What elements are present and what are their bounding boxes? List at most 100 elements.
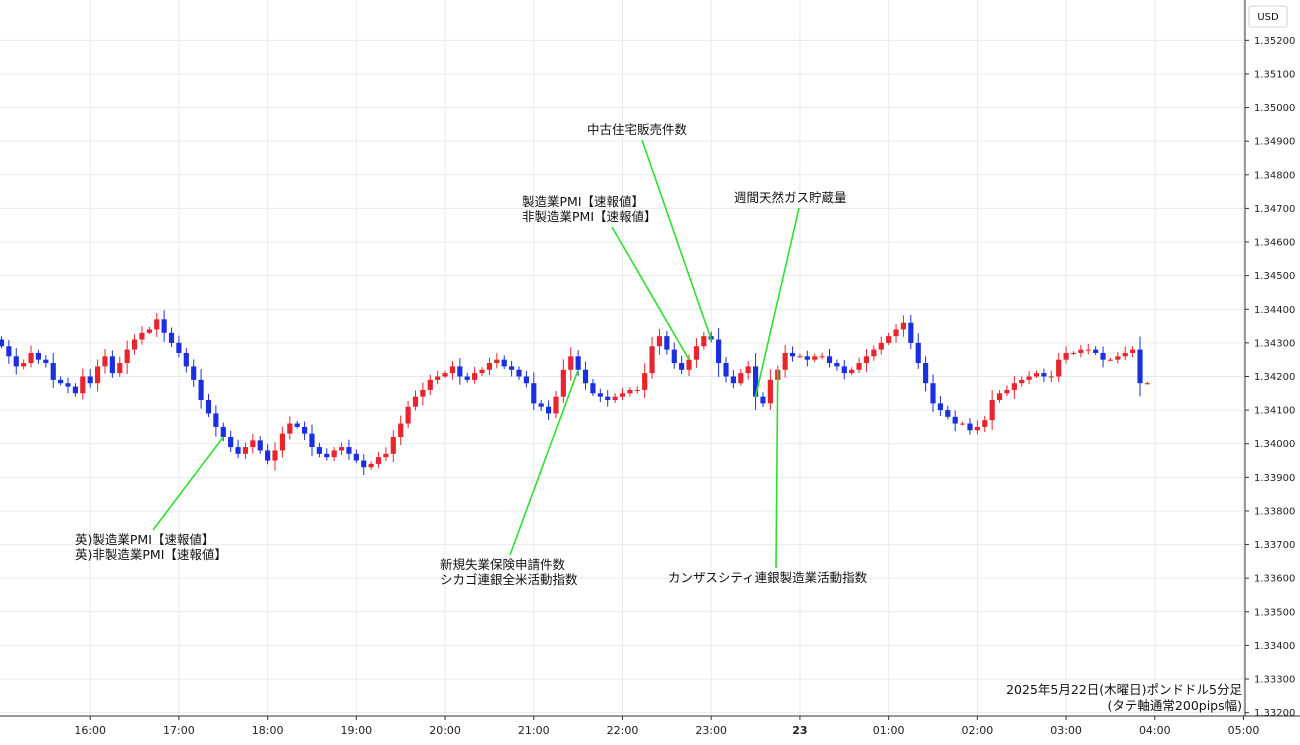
candle-body <box>767 379 773 404</box>
candle-body <box>272 450 278 461</box>
annotation-lines <box>152 139 800 569</box>
candle <box>1085 343 1091 355</box>
candle <box>302 421 308 441</box>
candle-body <box>930 383 936 404</box>
candle-body <box>952 416 958 424</box>
x-tick-label: 20:00 <box>429 724 461 737</box>
candle-body <box>1041 373 1047 377</box>
candle <box>886 332 892 345</box>
candle-body <box>679 363 685 370</box>
y-tick-label: 1.34800 <box>1254 170 1295 181</box>
candle-body <box>856 363 862 370</box>
candle <box>58 376 64 386</box>
y-tick-label: 1.34200 <box>1254 372 1295 383</box>
candle <box>309 424 315 457</box>
candle <box>738 368 744 386</box>
candle <box>627 387 633 397</box>
candle-body <box>124 349 130 364</box>
x-tick-label: 17:00 <box>163 724 195 737</box>
annotation-label: 非製造業PMI【速報値】 <box>522 209 657 224</box>
candle-body <box>834 363 840 367</box>
candle-body <box>886 336 892 343</box>
y-axis-ticks: 1.35200 1.35100 1.35000 1.34900 1.34800 1.347… <box>1245 36 1295 719</box>
x-tick-label: 21:00 <box>518 724 550 737</box>
candle <box>472 366 478 384</box>
x-tick-label: 23 <box>792 724 807 737</box>
candle <box>849 367 855 376</box>
candle-body <box>523 376 529 384</box>
candle <box>331 447 337 462</box>
candle-body <box>13 356 19 367</box>
candle <box>989 390 995 430</box>
candle <box>457 358 463 385</box>
candle-body <box>494 359 500 364</box>
candle <box>494 353 500 369</box>
candle-body <box>250 440 256 448</box>
candle <box>590 379 596 396</box>
candle-body <box>1011 383 1017 390</box>
x-tick-label: 18:00 <box>252 724 284 737</box>
candle <box>730 370 736 389</box>
candle <box>213 405 219 437</box>
candle <box>856 357 862 373</box>
candle-body <box>412 396 419 407</box>
candle-body <box>257 440 263 451</box>
candle-body <box>1144 383 1150 385</box>
candle <box>664 331 670 355</box>
candle-body <box>967 423 973 431</box>
candle <box>923 356 929 392</box>
y-tick-label: 1.33200 <box>1254 708 1295 719</box>
candle <box>346 439 352 460</box>
candle-body <box>353 453 359 461</box>
candle-body <box>368 463 374 468</box>
candle-body <box>575 356 581 370</box>
candle <box>1078 345 1084 358</box>
candle <box>501 355 507 370</box>
candle <box>1048 370 1054 383</box>
candle-body <box>361 460 367 468</box>
annotation-label: 週間天然ガス貯蔵量 <box>734 190 847 205</box>
candle-body <box>612 396 618 401</box>
y-tick-label: 1.33800 <box>1254 506 1295 517</box>
candle <box>582 361 589 390</box>
candle <box>198 369 204 409</box>
candle <box>6 340 12 364</box>
candle-body <box>117 363 123 374</box>
candle <box>701 331 707 350</box>
candle-body <box>738 373 744 384</box>
candle-body <box>398 423 404 437</box>
annotation-line <box>775 369 779 569</box>
candle <box>930 374 936 413</box>
candle <box>183 347 189 373</box>
candle <box>154 313 160 337</box>
x-tick-label: 23:00 <box>695 724 727 737</box>
candle <box>531 372 537 410</box>
candle-body <box>6 346 12 357</box>
candle <box>1070 351 1077 355</box>
candle <box>442 370 448 379</box>
x-tick-label: 03:00 <box>1050 724 1082 737</box>
annotation-line <box>611 226 690 361</box>
candle <box>797 353 803 358</box>
candle <box>545 400 552 420</box>
annotation-label: 製造業PMI【速報値】 <box>522 194 644 209</box>
candle-body <box>656 336 663 347</box>
candle <box>87 369 93 388</box>
x-tick-label: 02:00 <box>962 724 994 737</box>
candle-body <box>509 366 515 370</box>
candle-body <box>1033 373 1040 377</box>
candle-body <box>915 342 921 364</box>
candle-body <box>242 447 249 454</box>
candle <box>952 410 958 432</box>
candle <box>841 360 847 380</box>
candle <box>265 444 271 465</box>
candle-body <box>139 332 145 340</box>
caption-line-2: (タテ軸通常200pips幅) <box>1108 698 1242 713</box>
candle-body <box>841 366 847 374</box>
candle-body <box>442 373 448 377</box>
y-tick-label: 1.34300 <box>1254 338 1295 349</box>
candle-body <box>982 420 988 427</box>
candle <box>35 349 42 364</box>
candle-body <box>959 423 966 425</box>
candle-body <box>324 453 330 458</box>
